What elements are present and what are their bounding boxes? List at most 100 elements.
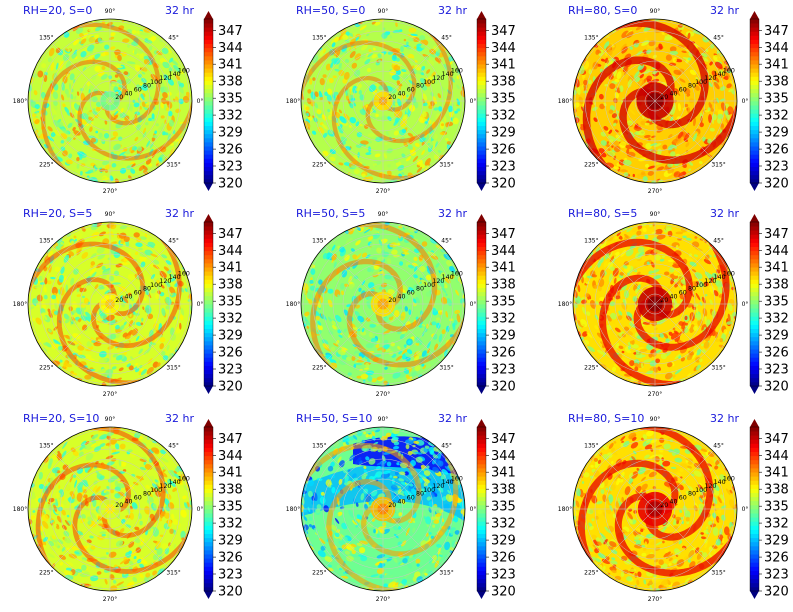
field-cell [306, 112, 310, 117]
field-cell [36, 112, 41, 118]
field-cell [130, 168, 136, 174]
field-cell [168, 67, 173, 72]
colorbar-segment [477, 158, 486, 163]
colorbar-segment [477, 43, 486, 49]
colorbar-tick-label: 338 [218, 75, 243, 90]
field-cell [349, 50, 356, 59]
field-cell [610, 312, 617, 320]
field-cell [646, 75, 653, 82]
angular-tick-label: 0° [470, 506, 477, 513]
rainband [65, 22, 161, 126]
colorbar-segment [477, 267, 486, 272]
colorbar-segment [750, 76, 759, 81]
angular-tick-label: 45° [168, 34, 179, 41]
field-cell [40, 125, 46, 130]
colorbar-tick-label: 335 [218, 500, 243, 515]
angular-tick-label: 225° [312, 570, 326, 577]
field-cell [723, 70, 730, 78]
field-cell [63, 362, 73, 368]
field-cell [591, 274, 597, 278]
colorbar-segment [204, 117, 213, 122]
colorbar-segment [750, 369, 759, 375]
field-cell [347, 91, 351, 99]
field-cell [327, 88, 333, 95]
colorbar-segment [477, 451, 486, 457]
radial-tick-label: 20 [115, 297, 123, 304]
colorbar-extend-bottom [204, 386, 213, 394]
field-cell [713, 290, 719, 297]
field-cell [361, 327, 365, 333]
field-cell [131, 41, 139, 47]
field-cell [636, 230, 642, 236]
field-cell [420, 39, 423, 44]
angular-gridline [51, 100, 111, 160]
colorbar-segment [204, 19, 213, 24]
colorbar-segment [204, 178, 213, 184]
field-cell [617, 315, 623, 321]
field-cell [372, 47, 376, 51]
field-cell [139, 32, 149, 36]
field-cell [384, 142, 388, 146]
colorbar-tick-label: 326 [491, 346, 516, 361]
colorbar-segment [204, 574, 213, 580]
field-cell [385, 131, 390, 136]
field-cell [432, 121, 436, 129]
field-cell [407, 38, 414, 42]
field-cell [375, 61, 380, 66]
field-cell [69, 73, 75, 81]
field-cell [395, 22, 398, 27]
field-cell [392, 137, 396, 142]
colorbar-segment [204, 455, 213, 461]
field-cell [357, 151, 360, 158]
colorbar-segment [204, 113, 213, 118]
colorbar-segment [477, 381, 486, 387]
field-cell [53, 72, 58, 82]
angular-tick-label: 180° [13, 98, 27, 105]
colorbar-segment [477, 500, 486, 506]
colorbar-segment [477, 129, 486, 135]
field-cell [365, 172, 374, 177]
colorbar-tick-label: 341 [764, 58, 789, 73]
radial-tick-label: 60 [679, 290, 687, 297]
angular-tick-label: 135° [39, 237, 53, 244]
radial-tick-label: 120 [159, 75, 171, 82]
radial-tick-label: 20 [660, 297, 668, 304]
field-cell [72, 333, 76, 337]
field-cell [68, 251, 74, 257]
field-cell [445, 137, 449, 141]
field-cell [163, 74, 169, 80]
field-cell [168, 352, 172, 359]
colorbar-segment [750, 312, 759, 317]
colorbar-tick-label: 329 [491, 329, 516, 344]
radial-tick-label: 100 [150, 282, 162, 289]
field-cell [43, 315, 48, 321]
field-cell [386, 258, 392, 265]
field-cell [624, 67, 629, 76]
field-cell [345, 356, 352, 361]
field-cell [101, 274, 107, 280]
angular-gridline [51, 245, 111, 305]
field-cell [51, 286, 58, 295]
field-cell [422, 364, 427, 370]
field-cell [138, 247, 143, 251]
field-cell [145, 102, 152, 106]
field-cell [658, 43, 663, 50]
colorbar-segment [204, 533, 213, 539]
field-cell [54, 360, 61, 364]
field-cell [634, 366, 639, 372]
field-cell [406, 349, 413, 355]
field-cell [648, 224, 653, 227]
field-cell [428, 141, 434, 149]
colorbar-segment [204, 361, 213, 366]
colorbar-segment [204, 125, 213, 131]
field-cell [101, 235, 105, 239]
colorbar-segment [477, 295, 486, 301]
field-cell [129, 295, 135, 302]
field-cell [90, 271, 97, 279]
field-cell [404, 242, 414, 247]
field-cell [74, 238, 77, 242]
radial-tick-label: 40 [124, 498, 132, 505]
field-cell [382, 27, 386, 31]
field-cell [33, 90, 38, 96]
